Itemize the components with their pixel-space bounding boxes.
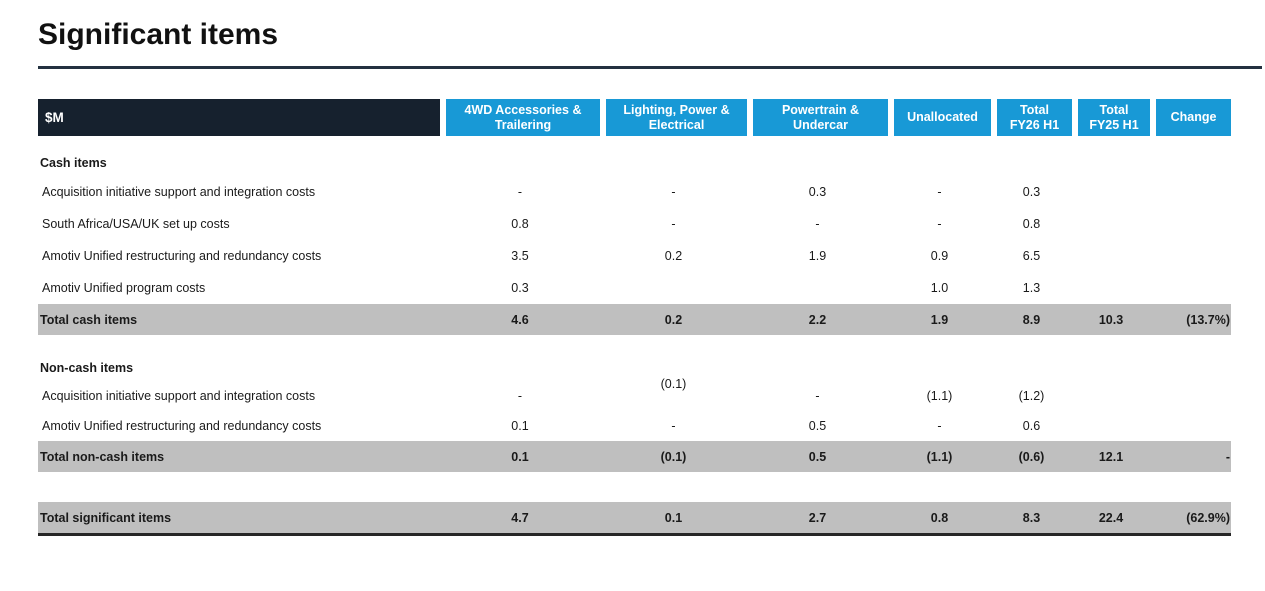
cell-value: 4.6 [511,312,529,327]
cell-value: 0.3 [808,185,827,199]
cell-value: 0.9 [930,249,949,263]
cell-value: - [671,419,676,433]
cell-value: 1.3 [1022,281,1041,295]
cell-value: - [815,217,820,231]
cell-value: 0.8 [511,217,529,231]
column-header: Lighting, Power & Electrical [600,99,747,136]
total-row-label: Total non-cash items [40,449,165,464]
row-label: Amotiv Unified restructuring and redunda… [42,249,322,263]
cell-value: 0.6 [1022,419,1041,433]
total-row: Total non-cash items 0.1 (0.1) 0.5 (1.1) (0.6… [38,441,1231,472]
table-header-row: $M 4WD Accessories & Trailering Lighting, P… [38,99,1231,136]
column-header: Total FY25 H1 [1072,99,1150,136]
cell-value: - [937,419,942,433]
row-label: Amotiv Unified restructuring and redunda… [42,419,322,433]
column-header: Powertrain & Undercar [747,99,888,136]
column-header: Total FY26 H1 [991,99,1072,136]
page-title: Significant items [38,18,279,51]
cell-value: 0.1 [511,419,529,433]
cell-value [1150,389,1231,403]
cell-value: 3.5 [511,249,529,263]
grand-total-label: Total significant items [40,510,172,525]
cell-value: (1.2) [1018,389,1045,403]
cell-value: 12.1 [1098,449,1124,464]
cell-value: 8.3 [1022,510,1041,525]
cell-value: 10.3 [1098,312,1124,327]
cell-value: 4.7 [511,510,529,525]
table-row: Amotiv Unified restructuring and redunda… [38,411,1231,441]
cell-value [1150,419,1231,433]
cell-value: 0.1 [664,510,683,525]
cell-value: 0.2 [664,249,683,263]
cell-value: - [671,217,676,231]
total-row-label: Total cash items [40,312,138,327]
cell-value [600,281,747,295]
cell-value: - [1225,449,1230,464]
cell-value: (0.6) [1018,449,1045,464]
table-row: Acquisition initiative support and integ… [38,176,1231,208]
section-heading: Non-cash items [40,361,134,375]
cell-value [1150,185,1231,199]
section-spacer [38,335,1231,355]
cell-value: 1.0 [930,281,949,295]
cell-value: 22.4 [1098,510,1124,525]
significant-items-table: $M 4WD Accessories & Trailering Lighting, P… [38,99,1231,536]
cell-value: (0.1) [660,449,687,464]
cell-value [1072,217,1150,231]
cell-value: (0.1) [660,377,687,391]
cell-value: (13.7%) [1186,312,1230,327]
cell-value [1150,249,1231,263]
cell-value: 0.5 [808,419,827,433]
column-header: Change [1150,99,1231,136]
row-label: South Africa/USA/UK set up costs [42,217,230,231]
cell-value: (1.1) [926,389,953,403]
cell-value [1072,389,1150,403]
cell-value: 1.9 [808,249,827,263]
cell-value: 1.9 [930,312,949,327]
cell-value: 0.8 [930,510,949,525]
cell-value [1072,419,1150,433]
column-header: Unallocated [888,99,991,136]
cell-value: 0.8 [1022,217,1041,231]
cell-value: (1.1) [926,449,953,464]
cell-value [1072,249,1150,263]
cell-value: 0.3 [511,281,529,295]
cell-value: 0.1 [511,449,529,464]
table-row: Acquisition initiative support and integ… [38,377,1231,411]
table-row: South Africa/USA/UK set up costs 0.8 - - - 0.… [38,208,1231,240]
cell-value [1072,185,1150,199]
table-row: Amotiv Unified restructuring and redunda… [38,240,1231,272]
cell-value: - [815,389,820,403]
cell-value [1150,281,1231,295]
cell-value [1150,217,1231,231]
cell-value: 0.5 [808,449,827,464]
section-heading: Cash items [40,156,107,170]
cell-value: 8.9 [1022,312,1041,327]
cell-value [1072,281,1150,295]
title-rule [38,66,1262,69]
unit-header: $M [38,99,440,136]
column-header: 4WD Accessories & Trailering [440,99,600,136]
cell-value: 2.7 [808,510,827,525]
cell-value: - [937,185,942,199]
cell-value: - [937,217,942,231]
row-label: Acquisition initiative support and integ… [42,185,316,199]
cell-value: 2.2 [808,312,827,327]
section-spacer [38,472,1231,502]
cell-value: 6.5 [1022,249,1041,263]
section-spacer [38,136,1231,150]
cell-value: 0.2 [664,312,683,327]
cell-value [747,281,888,295]
table-row: Amotiv Unified program costs 0.3 1.0 1.3 [38,272,1231,304]
cell-value: (62.9%) [1186,510,1230,525]
total-row: Total cash items 4.6 0.2 2.2 1.9 8.9 10.3 (13.7… [38,304,1231,335]
cell-value: - [671,185,676,199]
cell-value: - [517,185,523,199]
row-label: Amotiv Unified program costs [42,281,206,295]
grand-total-row: Total significant items 4.7 0.1 2.7 0.8 8.3 22… [38,502,1231,536]
cell-value: 0.3 [1022,185,1041,199]
row-label: Acquisition initiative support and integ… [42,389,316,403]
cell-value: - [517,389,523,403]
